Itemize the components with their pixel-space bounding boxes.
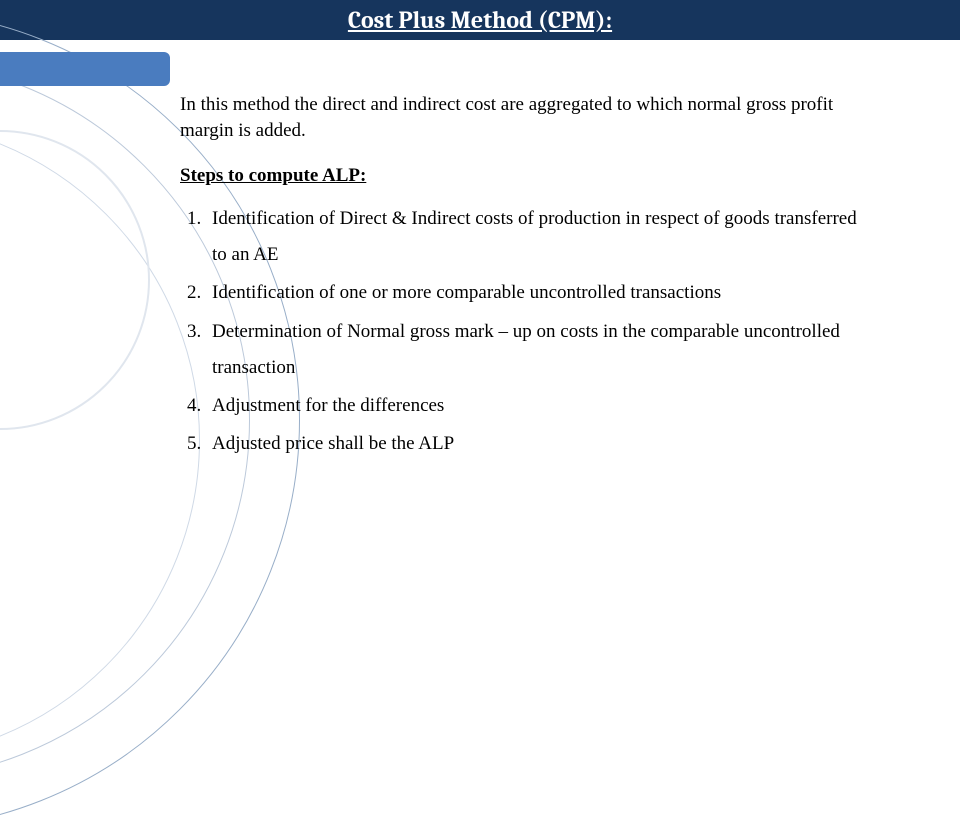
steps-heading: Steps to compute ALP:: [180, 165, 870, 187]
title-bar: Cost Plus Method (CPM):: [0, 0, 960, 40]
list-item: Identification of Direct & Indirect cost…: [206, 201, 870, 273]
list-item: Identification of one or more comparable…: [206, 275, 870, 311]
list-item: Determination of Normal gross mark – up …: [206, 314, 870, 386]
list-item: Adjusted price shall be the ALP: [206, 426, 870, 462]
accent-bar: [0, 52, 170, 86]
intro-text: In this method the direct and indirect c…: [180, 92, 870, 143]
steps-list: Identification of Direct & Indirect cost…: [180, 201, 870, 462]
list-item: Adjustment for the differences: [206, 388, 870, 424]
page-title: Cost Plus Method (CPM):: [348, 6, 612, 34]
content-area: In this method the direct and indirect c…: [180, 92, 870, 464]
